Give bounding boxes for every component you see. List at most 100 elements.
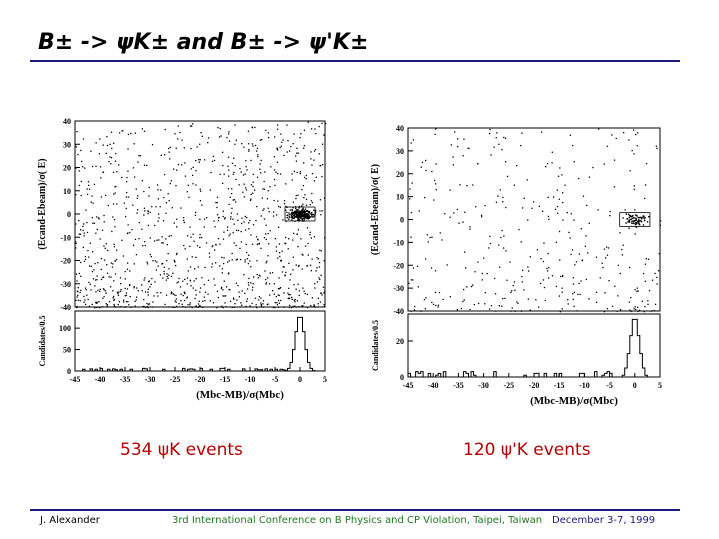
scatter-point <box>155 269 157 271</box>
hist-series <box>75 316 325 372</box>
scatter-point <box>609 215 611 217</box>
scatter-point <box>289 150 291 152</box>
scatter-point <box>282 219 284 221</box>
scatter-point <box>180 300 182 302</box>
signal-point <box>629 215 632 217</box>
scatter-point <box>529 256 531 258</box>
scatter-point <box>77 299 80 301</box>
scatter-point <box>124 278 126 280</box>
scatter-point <box>167 253 169 255</box>
scatter-point <box>171 207 173 209</box>
scatter-point <box>79 300 81 302</box>
scatter-point <box>92 251 94 253</box>
scatter-point <box>198 159 200 161</box>
hist-xtick-label: -15 <box>220 375 231 384</box>
scatter-point <box>506 279 508 281</box>
scatter-point <box>176 226 178 228</box>
scatter-point <box>133 143 135 145</box>
scatter-point <box>221 151 224 153</box>
scatter-point <box>190 168 192 170</box>
scatter-point <box>236 258 238 260</box>
scatter-point <box>199 218 201 220</box>
scatter-point <box>146 164 148 167</box>
scatter-point <box>267 303 269 305</box>
scatter-point <box>255 219 257 222</box>
scatter-point <box>233 298 235 300</box>
scatter-point <box>163 270 165 273</box>
scatter-point <box>409 188 411 190</box>
scatter-point <box>201 277 203 279</box>
scatter-point <box>123 202 125 204</box>
scatter-point <box>183 219 185 222</box>
scatter-point <box>212 245 214 247</box>
scatter-point <box>287 292 289 294</box>
scatter-point <box>192 287 194 289</box>
scatter-point <box>192 174 194 176</box>
scatter-point <box>99 166 102 168</box>
scatter-point <box>273 211 275 213</box>
scatter-point <box>452 156 454 158</box>
scatter-point <box>486 272 488 275</box>
scatter-point <box>103 295 105 298</box>
scatter-point <box>295 306 298 308</box>
scatter-point <box>523 289 525 291</box>
scatter-point <box>501 149 503 151</box>
scatter-point <box>264 270 266 272</box>
scatter-point <box>195 170 197 172</box>
scatter-point <box>294 298 296 301</box>
scatter-ytick-label: 20 <box>396 170 404 179</box>
scatter-point <box>531 207 533 209</box>
scatter-point <box>457 138 459 140</box>
scatter-point <box>634 306 636 308</box>
scatter-point <box>95 142 97 144</box>
scatter-point <box>289 293 291 296</box>
scatter-point <box>462 300 464 303</box>
signal-point <box>626 218 628 220</box>
signal-point <box>643 217 645 219</box>
scatter-point <box>288 306 291 309</box>
scatter-point <box>293 170 295 173</box>
scatter-point <box>489 242 491 245</box>
scatter-point <box>99 238 101 240</box>
signal-point <box>622 217 624 219</box>
scatter-point <box>207 142 209 144</box>
scatter-point <box>172 293 174 295</box>
scatter-point <box>168 274 170 276</box>
scatter-ytick-label: 30 <box>396 147 404 156</box>
scatter-point <box>250 266 252 268</box>
scatter-point <box>113 193 115 195</box>
scatter-point <box>634 209 636 211</box>
signal-point <box>290 214 293 217</box>
scatter-point <box>275 171 277 173</box>
caption-psiprimek: 120 ψ'K events <box>463 440 591 460</box>
scatter-point <box>298 294 300 297</box>
scatter-point <box>245 243 247 245</box>
scatter-point <box>80 194 82 197</box>
scatter-point <box>105 292 107 294</box>
scatter-point <box>450 144 453 146</box>
scatter-point <box>413 309 416 311</box>
signal-point <box>297 219 299 221</box>
scatter-point <box>195 211 197 214</box>
scatter-point <box>97 289 99 291</box>
scatter-point <box>102 288 105 290</box>
scatter-point <box>91 217 93 219</box>
scatter-point <box>298 306 300 308</box>
scatter-point <box>425 297 427 299</box>
scatter-point <box>236 213 238 215</box>
scatter-point <box>263 237 266 239</box>
scatter-point <box>112 216 114 218</box>
scatter-point <box>650 310 652 312</box>
signal-point <box>640 220 642 222</box>
scatter-point <box>158 213 160 215</box>
scatter-point <box>120 306 122 308</box>
scatter-point <box>197 306 199 309</box>
scatter-point <box>216 307 218 309</box>
scatter-point <box>573 161 575 163</box>
scatter-point <box>281 141 283 143</box>
scatter-point <box>307 254 309 256</box>
scatter-point <box>290 273 292 275</box>
scatter-point <box>166 275 168 278</box>
scatter-point <box>126 288 129 290</box>
scatter-point <box>279 287 282 289</box>
